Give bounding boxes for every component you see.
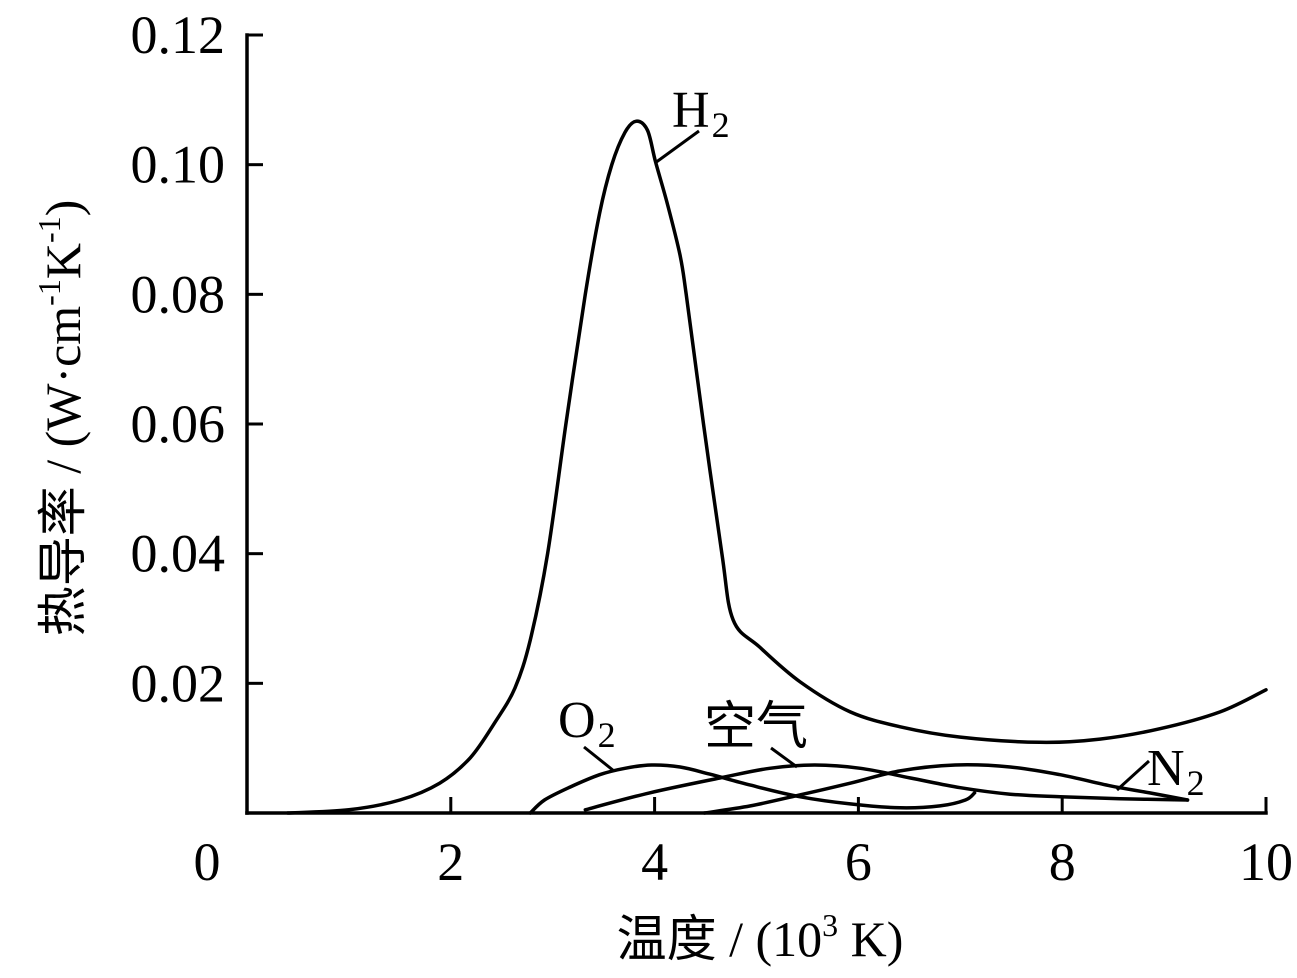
y-tick-label: 0.04 [131, 524, 226, 584]
series-label-air: 空气 [704, 699, 808, 756]
series-label-subscript: 2 [712, 105, 730, 145]
series-label-subscript: 2 [1187, 763, 1205, 803]
x-tick-label: 4 [641, 832, 668, 892]
leader-line-h2 [654, 129, 700, 165]
series-label-h2: H2 [672, 82, 730, 145]
series-label-subscript: 2 [598, 715, 616, 755]
axis-label-superscript: -1 [31, 216, 67, 243]
series-label-name: H [672, 82, 710, 139]
series-label-name: 空气 [704, 699, 808, 756]
y-tick-label: 0.10 [131, 135, 226, 195]
x-tick-label: 2 [437, 832, 464, 892]
axis-label-text: ) [35, 200, 91, 217]
x-tick-label: 6 [845, 832, 872, 892]
x-tick-label: 10 [1239, 832, 1293, 892]
series-line-o2 [528, 763, 977, 815]
y-tick-label: 0.02 [131, 653, 226, 713]
x-tick-label: 8 [1049, 832, 1076, 892]
y-tick-label: 0.08 [131, 264, 226, 324]
series-label-name: N [1147, 740, 1185, 797]
series-label-n2: N2 [1147, 740, 1205, 803]
series-label-o2: O2 [558, 692, 616, 755]
x-axis-label: 温度 / (103 K) [617, 907, 904, 967]
leader-line-air [770, 746, 798, 769]
x-tick-label: 0 [194, 832, 221, 892]
leader-line-o2 [583, 745, 615, 773]
series-line-air [583, 763, 1190, 812]
series-line-n2 [702, 763, 1190, 815]
axis-label-text: 热导率 / (W·cm [35, 306, 91, 637]
y-axis-label: 热导率 / (W·cm-1K-1) [31, 200, 91, 637]
y-tick-label: 0.12 [131, 5, 226, 65]
series-label-name: O [558, 692, 596, 749]
leader-line-n2 [1115, 759, 1151, 792]
ticks: 0.02 0.04 0.06 0.08 0.10 0.12 0 2 4 6 8 10 [131, 5, 1294, 892]
axis-label-superscript: -1 [31, 279, 67, 306]
axis-label-text: 温度 / (10 [617, 911, 823, 967]
y-tick-label: 0.06 [131, 394, 226, 454]
axis-label-text: K [35, 243, 91, 279]
axis-label-superscript: 3 [822, 907, 838, 943]
axes [245, 33, 1268, 815]
axis-label-text: K) [838, 911, 903, 967]
